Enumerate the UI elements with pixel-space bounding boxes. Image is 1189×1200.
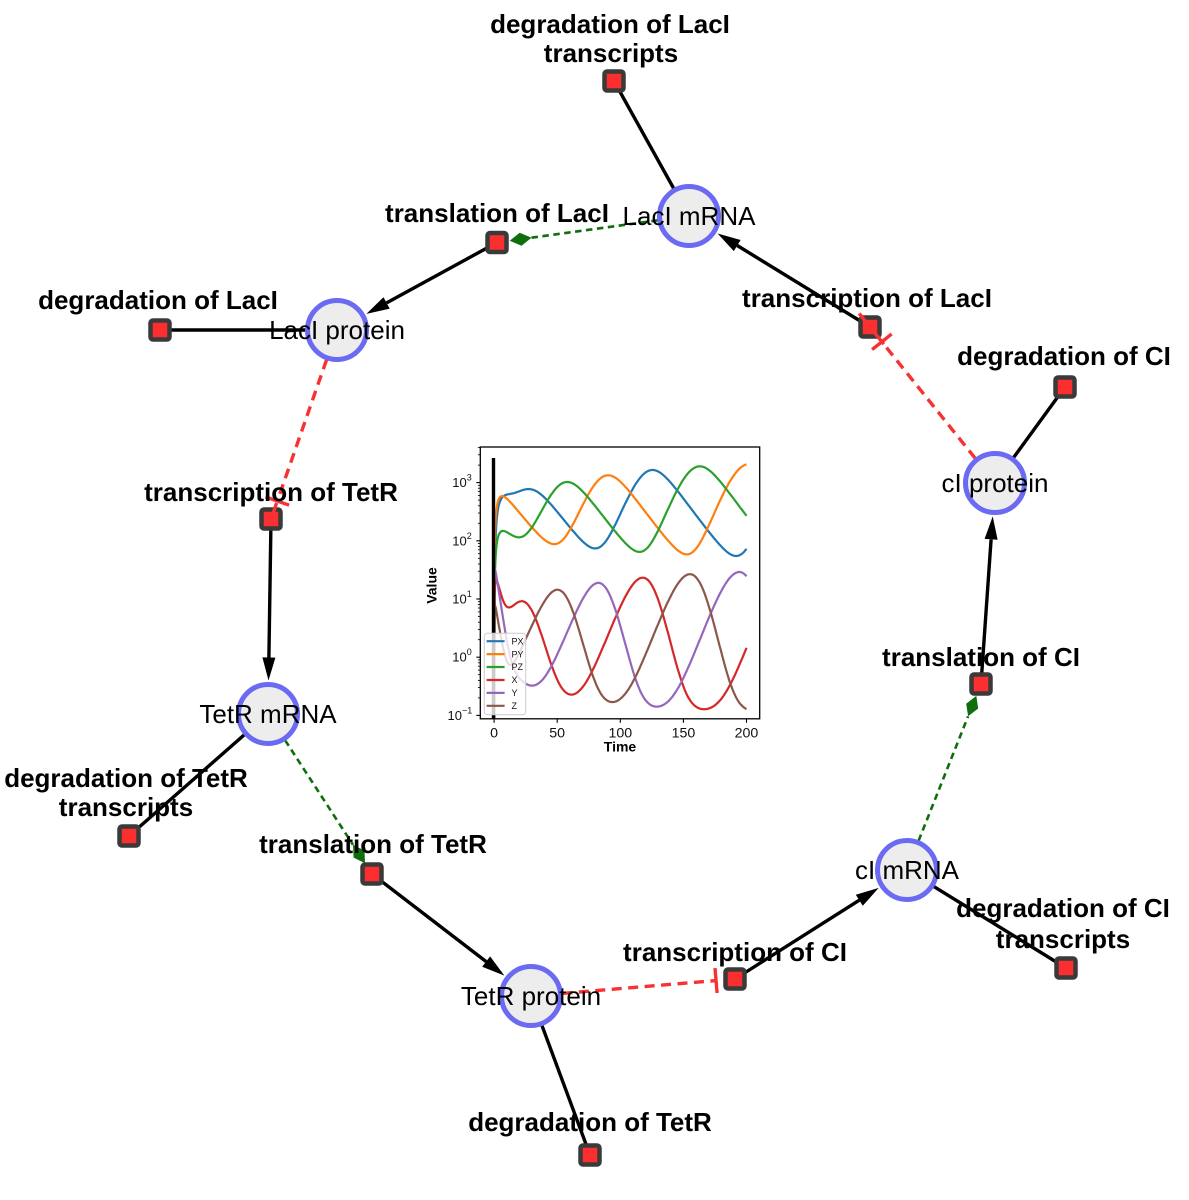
svg-text:transcription of TetR: transcription of TetR: [144, 477, 398, 507]
svg-text:2: 2: [467, 531, 472, 541]
svg-text:Value: Value: [424, 567, 440, 604]
svg-text:Time: Time: [604, 739, 637, 755]
svg-text:degradation of TetR: degradation of TetR: [468, 1107, 712, 1137]
svg-text:degradation of CI: degradation of CI: [956, 893, 1170, 923]
svg-text:LacI mRNA: LacI mRNA: [623, 201, 757, 231]
svg-text:−1: −1: [462, 705, 472, 715]
svg-text:translation of TetR: translation of TetR: [259, 829, 487, 859]
svg-text:150: 150: [672, 725, 696, 741]
svg-text:TetR mRNA: TetR mRNA: [199, 699, 337, 729]
svg-text:PX: PX: [512, 636, 524, 646]
svg-text:transcripts: transcripts: [996, 924, 1130, 954]
svg-text:10: 10: [452, 592, 466, 607]
svg-text:degradation of CI: degradation of CI: [957, 341, 1171, 371]
svg-text:1: 1: [467, 589, 472, 599]
svg-text:100: 100: [608, 725, 632, 741]
svg-text:Y: Y: [512, 688, 518, 698]
svg-text:0: 0: [490, 725, 498, 741]
svg-text:10: 10: [448, 708, 462, 723]
svg-text:translation of CI: translation of CI: [882, 642, 1080, 672]
svg-text:X: X: [512, 675, 518, 685]
svg-text:0: 0: [467, 647, 472, 657]
svg-text:transcripts: transcripts: [544, 38, 678, 68]
svg-text:Z: Z: [512, 701, 518, 711]
svg-text:transcription of LacI: transcription of LacI: [742, 283, 992, 313]
svg-text:10: 10: [452, 650, 466, 665]
svg-text:10: 10: [452, 533, 466, 548]
svg-text:cI protein: cI protein: [942, 468, 1049, 498]
svg-text:3: 3: [467, 473, 472, 483]
svg-text:degradation of TetR: degradation of TetR: [4, 763, 248, 793]
svg-text:transcripts: transcripts: [59, 792, 193, 822]
svg-text:PZ: PZ: [512, 662, 524, 672]
svg-text:LacI protein: LacI protein: [269, 315, 405, 345]
svg-text:translation of LacI: translation of LacI: [385, 198, 609, 228]
svg-text:transcription of CI: transcription of CI: [623, 937, 847, 967]
svg-text:50: 50: [549, 725, 565, 741]
svg-text:TetR protein: TetR protein: [461, 981, 601, 1011]
svg-text:PY: PY: [512, 649, 524, 659]
svg-text:degradation of LacI: degradation of LacI: [38, 285, 278, 315]
svg-text:cI mRNA: cI mRNA: [855, 855, 960, 885]
svg-text:200: 200: [735, 725, 759, 741]
svg-text:degradation of LacI: degradation of LacI: [490, 9, 730, 39]
svg-text:10: 10: [452, 475, 466, 490]
